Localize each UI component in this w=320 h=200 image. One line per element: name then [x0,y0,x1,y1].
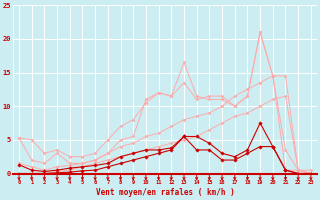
X-axis label: Vent moyen/en rafales ( km/h ): Vent moyen/en rafales ( km/h ) [96,188,234,197]
